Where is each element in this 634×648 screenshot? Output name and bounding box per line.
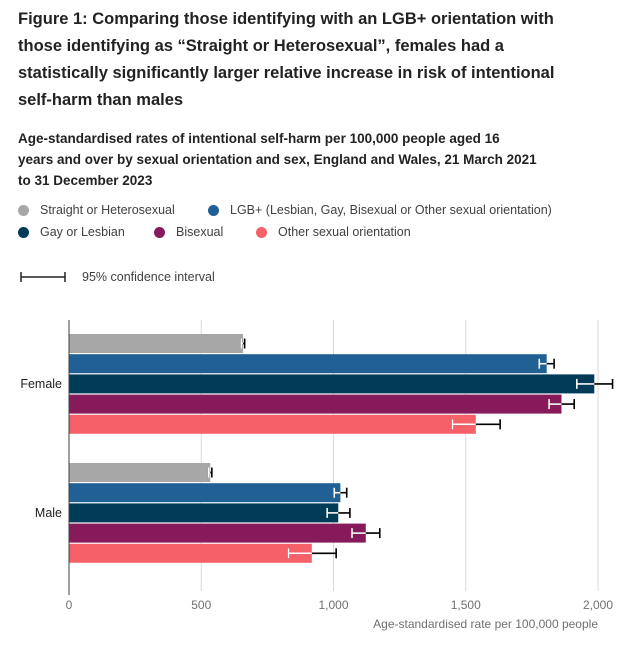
errorbar-male-bisexual — [351, 528, 381, 539]
errorbar-female-other — [451, 419, 501, 430]
confidence-interval-legend: 95% confidence interval — [20, 270, 215, 284]
legend-item-other[interactable]: Other sexual orientation — [256, 225, 411, 239]
bar-male-straight — [69, 463, 211, 482]
legend-swatch-bisexual — [154, 226, 165, 238]
errorbar-icon — [20, 272, 66, 282]
errorbar-female-gay-lesbian — [576, 378, 614, 389]
x-tick-label-1: 500 — [191, 598, 211, 612]
bar-female-bisexual — [69, 394, 562, 414]
bar-chart: Female Male 0 500 1,000 1,500 2,000 Age-standar… — [20, 320, 614, 631]
x-tick-label-3: 1,500 — [451, 598, 481, 612]
x-axis-title: Age-standardised rate per 100,000 people — [373, 617, 598, 631]
legend-label-gay-lesbian: Gay or Lesbian — [40, 225, 125, 239]
bar-female-straight — [69, 334, 244, 353]
bar-female-other — [69, 414, 476, 434]
legend-swatch-straight — [18, 204, 29, 216]
errorbar-male-lgb — [333, 487, 348, 498]
legend-item-straight[interactable]: Straight or Heterosexual — [18, 203, 175, 217]
errorbar-female-bisexual — [548, 399, 575, 410]
legend-label-lgb: LGB+ (Lesbian, Gay, Bisexual or Other se… — [230, 203, 552, 217]
x-tick-label-4: 2,000 — [583, 598, 613, 612]
errorbar-female-lgb — [538, 358, 555, 369]
figure-title: Figure 1: Comparing those identifying wi… — [18, 10, 555, 109]
bar-male-bisexual — [69, 523, 366, 543]
legend-item-lgb[interactable]: LGB+ (Lesbian, Gay, Bisexual or Other se… — [208, 203, 552, 217]
bar-male-lgb — [69, 483, 341, 503]
confidence-interval-label: 95% confidence interval — [82, 270, 215, 284]
bar-female-lgb — [69, 354, 547, 374]
errorbar-female-straight — [240, 338, 246, 349]
legend-swatch-lgb — [208, 204, 219, 216]
errorbar-male-other — [287, 548, 337, 559]
chart-subtitle: Age-standardised rates of intentional se… — [18, 131, 537, 188]
errorbar-male-gay-lesbian — [326, 507, 351, 518]
legend-item-bisexual[interactable]: Bisexual — [154, 225, 223, 239]
category-label-male: Male — [35, 506, 62, 520]
legend-label-other: Other sexual orientation — [278, 225, 411, 239]
category-label-female: Female — [20, 377, 62, 391]
legend-swatch-other — [256, 226, 267, 238]
legend-label-straight: Straight or Heterosexual — [40, 203, 175, 217]
legend-label-bisexual: Bisexual — [176, 225, 224, 239]
x-tick-label-0: 0 — [66, 598, 73, 612]
bar-male-other — [69, 543, 312, 563]
chart-legend: Straight or Heterosexual LGB+ (Lesbian, … — [18, 200, 618, 250]
x-tick-label-2: 1,000 — [318, 598, 348, 612]
bar-male-gay-lesbian — [69, 503, 339, 523]
legend-item-gay-lesbian[interactable]: Gay or Lesbian — [18, 225, 125, 239]
bar-female-gay-lesbian — [69, 374, 595, 394]
legend-swatch-gay-lesbian — [18, 226, 29, 238]
errorbar-male-straight — [207, 467, 213, 478]
